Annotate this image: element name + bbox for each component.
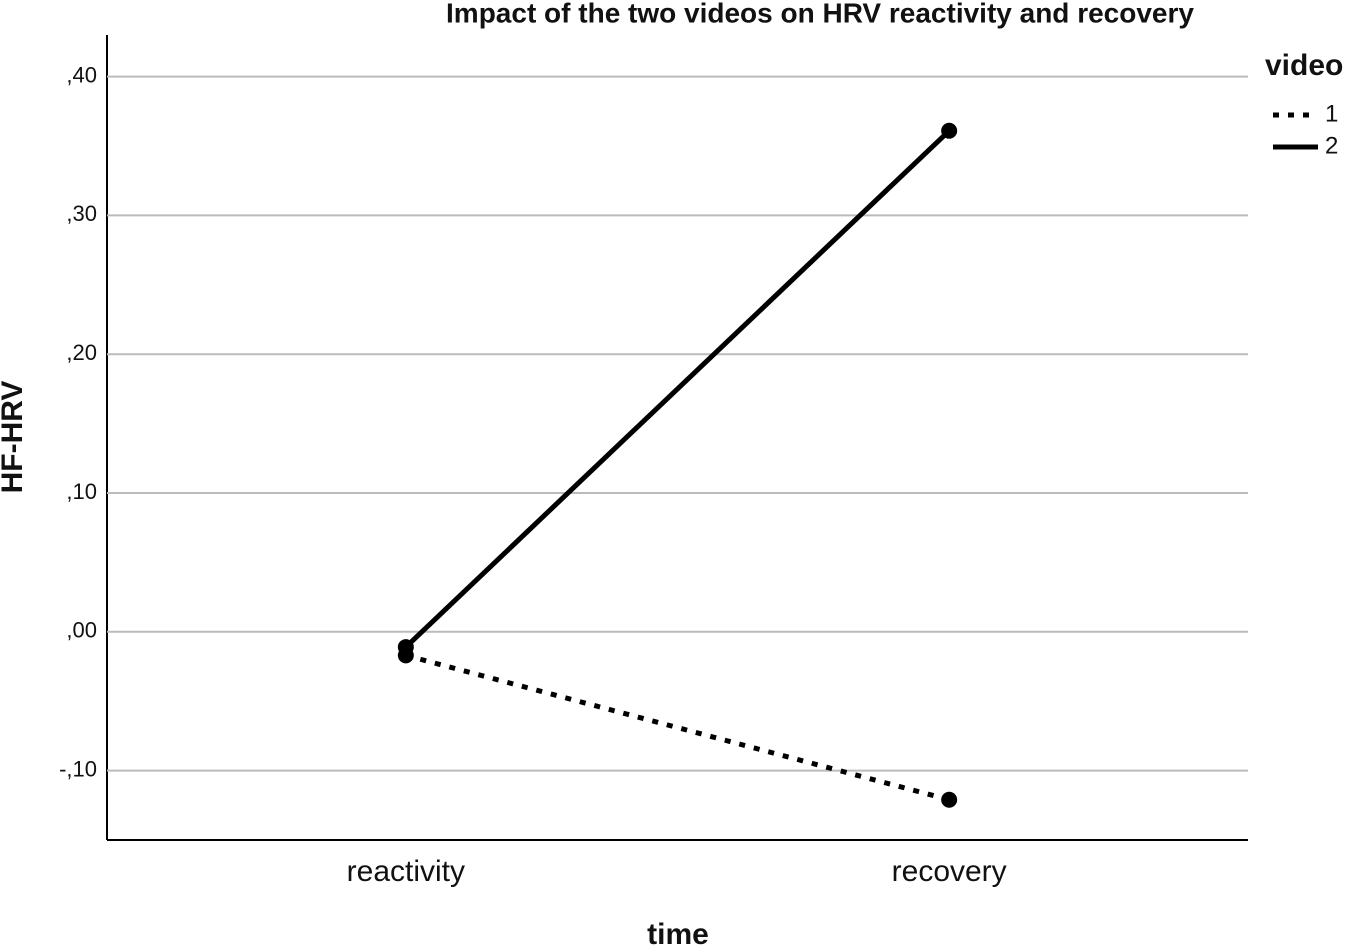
y-tick-label: ,00: [66, 618, 97, 643]
data-point: [397, 639, 414, 656]
y-tick-label: ,10: [66, 479, 97, 504]
chart-title: Impact of the two videos on HRV reactivi…: [446, 0, 1194, 28]
legend-label: 2: [1325, 132, 1338, 159]
y-tick-label: ,30: [66, 201, 97, 226]
data-point: [941, 791, 958, 808]
y-tick-label: ,20: [66, 340, 97, 365]
legend-title: video: [1265, 49, 1343, 82]
series-line: [404, 128, 951, 649]
series-line: [405, 652, 950, 803]
x-axis-title: time: [647, 918, 709, 950]
x-tick-label: reactivity: [347, 855, 465, 888]
y-tick-label: -,10: [59, 756, 97, 781]
y-tick-label: ,40: [66, 62, 97, 87]
x-tick-label: recovery: [892, 855, 1007, 888]
legend-label: 1: [1325, 100, 1338, 127]
data-point: [941, 122, 958, 139]
y-axis-title: HF-HRV: [0, 381, 29, 494]
